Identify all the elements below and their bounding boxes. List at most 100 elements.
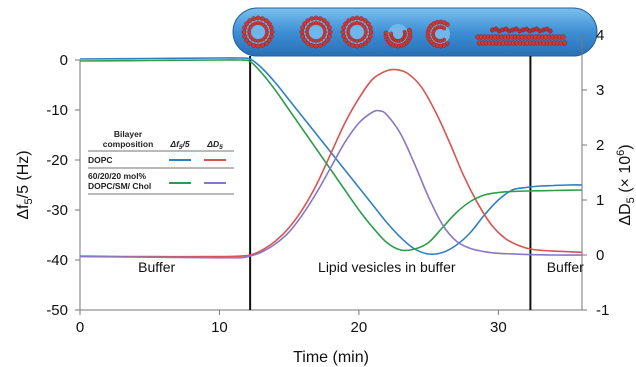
lipid-headgroup [247, 18, 253, 24]
lipid-headgroup [389, 31, 393, 36]
lipid-headgroup [242, 33, 248, 39]
series-line [79, 59, 583, 252]
region-label: Buffer [138, 259, 175, 275]
legend-col-freq: Δf5/5 [169, 139, 190, 151]
lipid-headgroup [317, 16, 323, 22]
legend-header-line2: composition [103, 139, 154, 149]
lipid-headgroup [324, 37, 330, 43]
y-left-tick-label: -30 [46, 202, 68, 219]
lipid-headgroup [255, 43, 261, 49]
vesicle [299, 15, 333, 49]
lipid-headgroup [309, 16, 315, 22]
lipid-headgroup [362, 18, 368, 24]
legend-col-diss-sub: 5 [219, 144, 223, 151]
lipid-headgroup [358, 42, 364, 48]
lipid-headgroup [268, 33, 274, 39]
series-line [79, 57, 583, 256]
lipid-headgroup [255, 15, 261, 21]
lipid-headgroup [321, 40, 327, 46]
vesicle [241, 15, 275, 49]
lipid-headgroup [362, 40, 368, 46]
y-left-title-sub: 5 [23, 198, 35, 204]
lipid-headgroup [444, 22, 450, 27]
lipid-headgroup [268, 25, 274, 31]
lipid-headgroup [547, 28, 553, 34]
lipid-headgroup [264, 27, 269, 32]
lipid-headgroup [251, 16, 257, 22]
lipid-headgroup [300, 33, 306, 39]
y-right-tick-label: 4 [596, 27, 604, 44]
vesicle-drawings [241, 15, 568, 49]
lipid-headgroup [383, 30, 389, 36]
legend-row2-label-line2: DOPC/SM/ Chol [88, 181, 151, 191]
y-left-tick-label: 0 [60, 52, 68, 69]
lipid-headgroup [346, 40, 352, 46]
legend-row2-label-line1: 60/20/20 mol% [88, 171, 147, 181]
lipid-headgroup [341, 25, 347, 31]
vesicle [340, 15, 374, 49]
y-right-tick-label: -1 [596, 302, 609, 319]
lipid-headgroup [266, 37, 272, 43]
lipid-headgroup [340, 29, 346, 35]
vesicle-illustration [232, 7, 598, 57]
legend-col-freq-main: Δf [169, 139, 180, 149]
lipid-headgroup [266, 21, 272, 27]
y-left-tick-label: -40 [46, 252, 68, 269]
lipid-headgroup [300, 25, 306, 31]
lipid-headgroup [326, 33, 332, 39]
region-label: Lipid vesicles in buffer [318, 259, 456, 275]
legend: Bilayer composition Δf5/5 ΔD5 DOPC 60/20… [88, 129, 234, 195]
legend-col-diss: ΔD5 [206, 139, 223, 151]
lipid-headgroup [269, 29, 275, 35]
y-right-tick-label: 0 [596, 247, 604, 264]
lipid-headgroup [247, 40, 253, 46]
lipid-headgroup [302, 21, 308, 27]
lipid-headgroup [365, 21, 371, 27]
x-tick-label: 30 [490, 319, 507, 336]
lipid-headgroup [251, 42, 257, 48]
y-right-title-main: ΔD [617, 203, 634, 225]
lipid-headgroup [343, 21, 349, 27]
lipid-headgroup [259, 42, 265, 48]
y-right-title-sub: 5 [625, 197, 636, 203]
lipid-headgroup [322, 27, 327, 32]
lipid-headgroup [263, 40, 269, 46]
lipid-headgroup [341, 33, 347, 39]
lipid-headgroup [321, 18, 327, 24]
lipid-headgroup [363, 27, 368, 32]
lipid-headgroup [324, 21, 330, 27]
lipid-headgroup [305, 18, 311, 24]
lipid-headgroup [327, 29, 333, 35]
y-left-tick-label: -50 [46, 302, 68, 319]
lipid-headgroup [309, 42, 315, 48]
lipid-headgroup [350, 42, 356, 48]
lipid-headgroup [354, 43, 360, 49]
y-right-title-end: ) [617, 144, 634, 149]
y-right-tick-label: 2 [596, 137, 604, 154]
lipid-headgroup [259, 16, 265, 22]
lipid-headgroup [560, 34, 566, 40]
region-label: Buffer [547, 259, 584, 275]
lipid-headgroup [367, 33, 373, 39]
region-labels: Buffer Lipid vesicles in buffer Buffer [138, 259, 584, 275]
x-tick-label: 10 [211, 319, 228, 336]
y-right-tick-label: 3 [596, 82, 604, 99]
lipid-headgroup [244, 21, 250, 27]
lipid-headgroup [368, 29, 374, 35]
x-axis-title: Time (min) [293, 349, 369, 366]
lipid-headgroup [442, 26, 447, 31]
y-left-tick-label: -20 [46, 152, 68, 169]
lipid-headgroup [263, 18, 269, 24]
lipid-headgroup [326, 25, 332, 31]
vesicle [425, 19, 450, 49]
bilayer-patch [475, 26, 568, 46]
injection-markers [249, 56, 532, 310]
legend-col-freq-tail: /5 [182, 139, 190, 149]
legend-row1-label: DOPC [88, 155, 113, 165]
lipid-headgroup [317, 42, 323, 48]
y-right-title-mid: (× 10 [617, 156, 634, 197]
legend-header-line1: Bilayer [114, 129, 143, 139]
lipid-headgroup [343, 37, 349, 43]
